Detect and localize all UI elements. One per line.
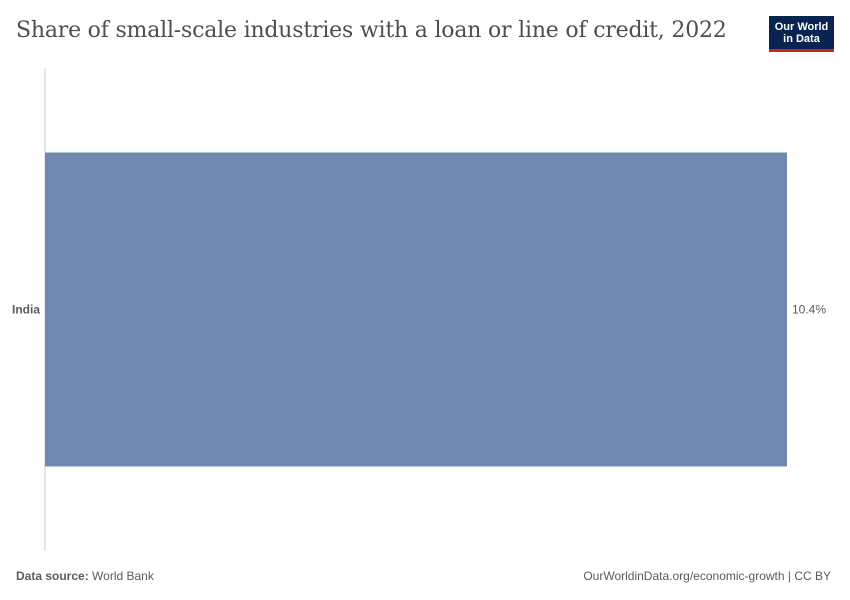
footer-url-license[interactable]: OurWorldinData.org/economic-growth | CC …: [583, 569, 831, 583]
value-label: 10.4%: [792, 303, 826, 317]
data-source-value[interactable]: World Bank: [92, 569, 154, 583]
logo-line-2: in Data: [783, 33, 820, 45]
logo-line-1: Our World: [774, 21, 829, 33]
chart-title: Share of small-scale industries with a l…: [16, 18, 727, 43]
category-label: India: [12, 303, 40, 317]
owid-logo[interactable]: Our World in Data: [769, 16, 834, 52]
data-source-label: Data source:: [16, 569, 89, 583]
data-source: Data source: World Bank: [16, 569, 154, 583]
bar-india[interactable]: [45, 152, 787, 467]
